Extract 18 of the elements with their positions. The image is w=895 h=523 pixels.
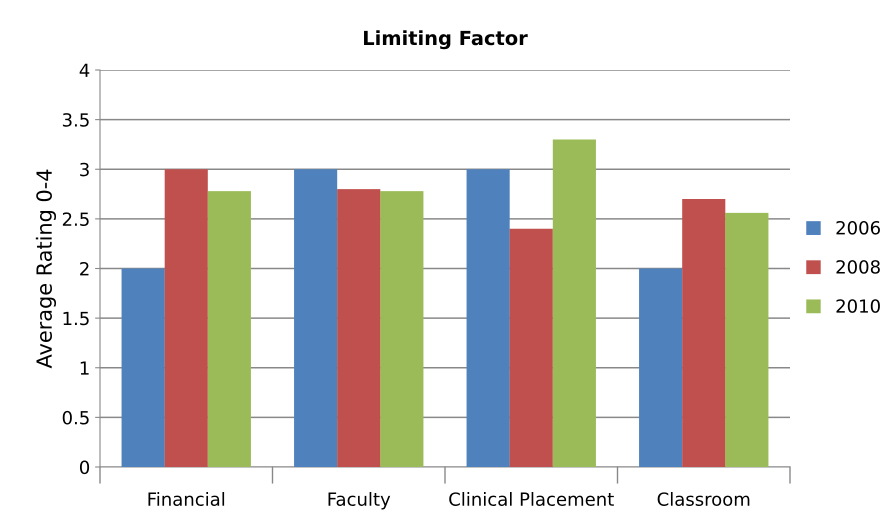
legend-label: 2008 xyxy=(836,260,880,274)
y-tick-label: 1.5 xyxy=(64,312,89,326)
y-axis-title: Average Rating 0-4 xyxy=(36,170,56,368)
y-tick-label: 2.5 xyxy=(62,212,89,226)
legend-label: 2006 xyxy=(836,220,880,235)
y-tick-label: 1 xyxy=(80,361,89,375)
x-tick-label: Clinical Placement xyxy=(449,492,614,506)
x-tick-label: Faculty xyxy=(328,492,390,510)
y-tick-label: 3.5 xyxy=(62,113,89,127)
x-tick-label: Classroom xyxy=(658,492,750,506)
y-tick-label: 4 xyxy=(80,64,90,77)
y-tick-label: 0 xyxy=(80,460,90,474)
y-tick-label: 0.5 xyxy=(62,410,89,424)
legend-label: 2010 xyxy=(836,299,880,313)
x-tick-label: Financial xyxy=(148,492,224,506)
chart-title: Limiting Factor xyxy=(364,30,528,50)
y-tick-label: 2 xyxy=(80,262,88,276)
y-tick-label: 3 xyxy=(80,162,89,176)
